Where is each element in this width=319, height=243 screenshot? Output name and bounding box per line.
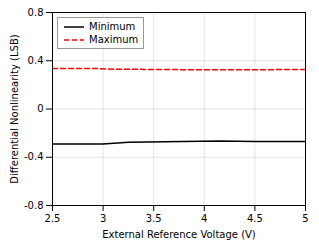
- svg-text:Differential Nonlinearity (LSB: Differential Nonlinearity (LSB): [9, 34, 20, 183]
- svg-text:3: 3: [100, 213, 106, 224]
- svg-text:-0.8: -0.8: [24, 200, 44, 211]
- svg-text:0.8: 0.8: [28, 7, 44, 18]
- html-text:Maximum: Maximum: [89, 34, 139, 45]
- svg-text:2.5: 2.5: [45, 213, 61, 224]
- svg-text:4.5: 4.5: [247, 213, 263, 224]
- svg-text:0: 0: [37, 103, 43, 114]
- svg-text:-0.4: -0.4: [24, 151, 44, 162]
- svg-text:External Reference Voltage (V): External Reference Voltage (V): [102, 229, 256, 240]
- svg-text:5: 5: [302, 213, 308, 224]
- svg-text:4: 4: [201, 213, 207, 224]
- html-text:Minimum: Minimum: [89, 21, 136, 32]
- svg-text:3.5: 3.5: [146, 213, 162, 224]
- svg-text:0.4: 0.4: [28, 55, 44, 66]
